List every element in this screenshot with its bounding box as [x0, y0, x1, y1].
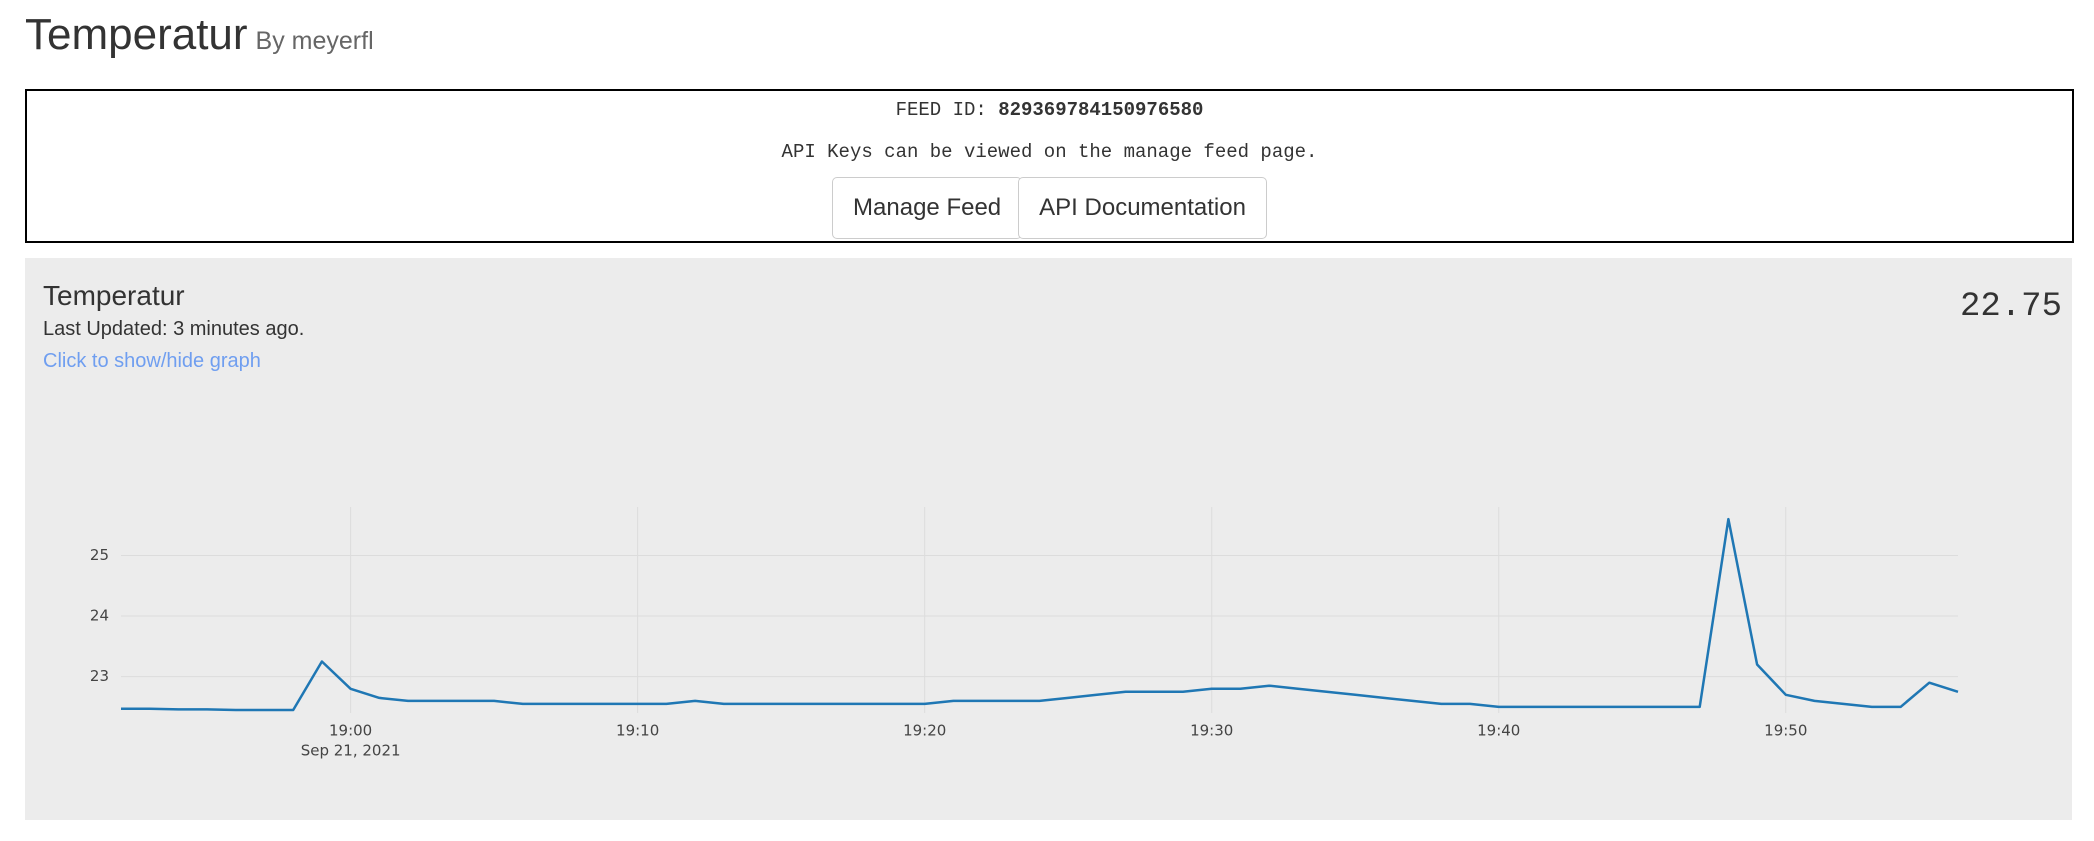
x-tick-label: 19:00 — [329, 722, 372, 740]
x-tick-label: 19:20 — [903, 722, 946, 740]
feed-box: FEED ID: 829369784150976580 API Keys can… — [25, 89, 2074, 243]
feed-id-value: 829369784150976580 — [998, 99, 1204, 121]
feed-id-label: FEED ID: — [895, 99, 987, 121]
x-tick-label: 19:50 — [1764, 722, 1807, 740]
feed-panel: Temperatur Last Updated: 3 minutes ago. … — [25, 258, 2072, 820]
panel-title: Temperatur — [43, 280, 185, 311]
last-updated: Last Updated: 3 minutes ago. — [43, 318, 305, 340]
toggle-graph[interactable]: Click to show/hide graph — [43, 350, 261, 372]
current-value: 22.75 — [1959, 288, 2062, 326]
byline: By meyerfl — [255, 27, 374, 55]
x-date-label: Sep 21, 2021 — [301, 742, 401, 760]
x-tick-label: 19:30 — [1190, 722, 1233, 740]
y-tick-label: 25 — [90, 546, 109, 564]
x-tick-label: 19:10 — [616, 722, 659, 740]
header: Temperatur By meyerfl — [25, 10, 374, 60]
y-tick-label: 23 — [90, 667, 109, 685]
api-docs-button[interactable]: API Documentation — [1018, 177, 1267, 239]
api-note: API Keys can be viewed on the manage fee… — [781, 141, 1318, 163]
feed-id: FEED ID: 829369784150976580 — [27, 99, 2072, 121]
manage-feed-button[interactable]: Manage Feed — [832, 177, 1023, 239]
chart: 23 24 25 19:00 Sep 21, 2021 19:10 19:20 19:30 19… — [90, 507, 1959, 760]
feed-title: Temperatur — [25, 10, 248, 59]
button-group: Manage Feed API Documentation — [27, 177, 2072, 239]
data-line — [121, 517, 1959, 712]
x-tick-label: 19:40 — [1477, 722, 1520, 740]
y-tick-label: 24 — [90, 607, 109, 625]
